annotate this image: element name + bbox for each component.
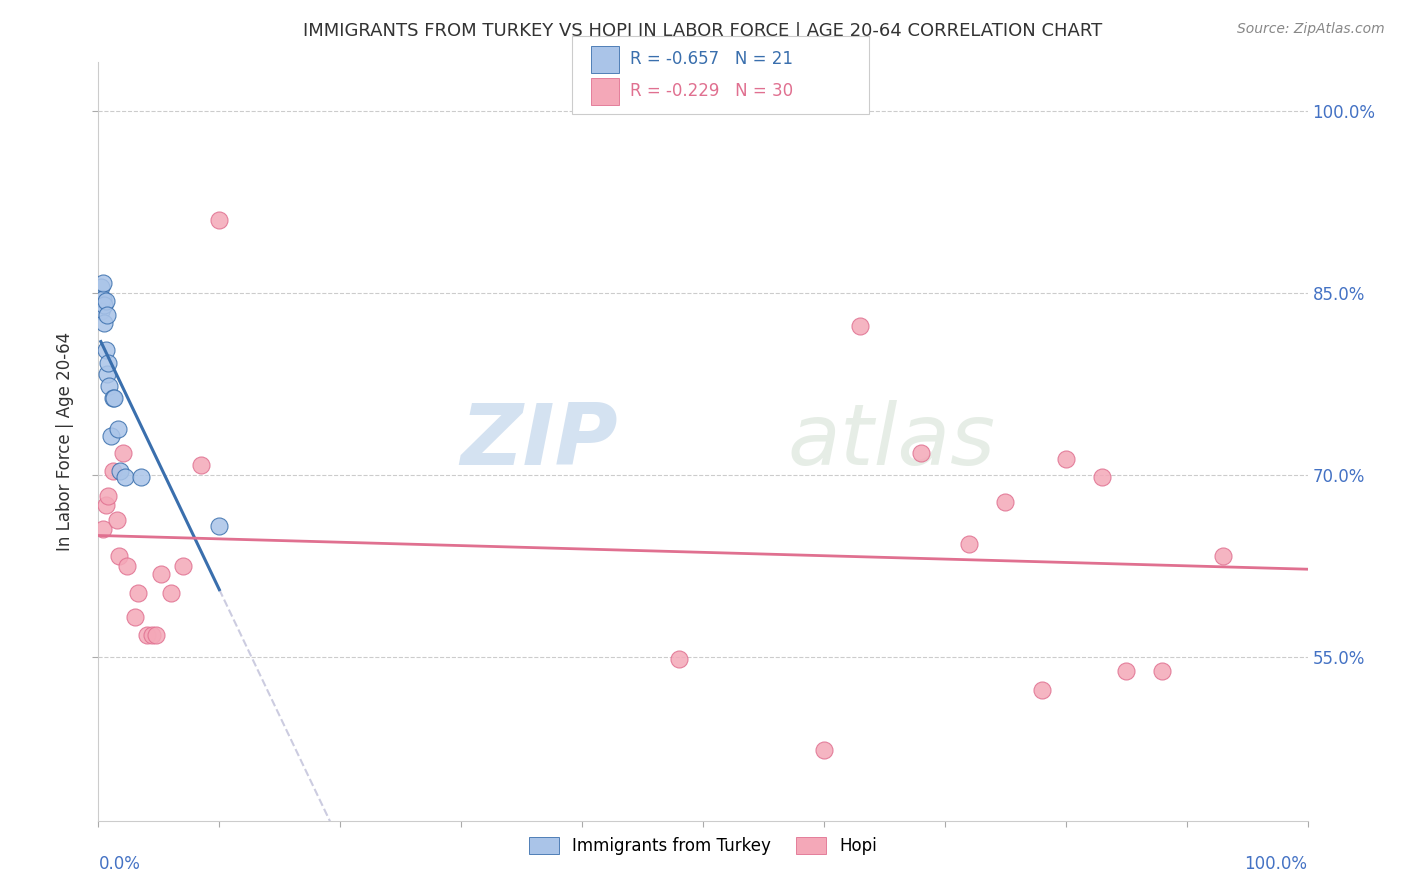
Point (1212, 549, 1234, 564)
Point (98, 379, 121, 393)
Text: 100.0%: 100.0% (1244, 855, 1308, 873)
Point (94, 498, 117, 512)
Point (100, 429, 122, 443)
Text: atlas: atlas (787, 400, 995, 483)
Point (91, 292, 114, 306)
Point (101, 392, 124, 406)
Point (994, 494, 1017, 508)
Point (190, 458, 212, 473)
Point (910, 446, 932, 460)
Point (813, 743, 835, 757)
Point (96, 368, 118, 382)
Text: 0.0%: 0.0% (98, 855, 141, 873)
Text: ZIP: ZIP (461, 400, 619, 483)
Y-axis label: In Labor Force | Age 20-64: In Labor Force | Age 20-64 (56, 332, 75, 551)
Point (668, 652, 690, 666)
Point (107, 422, 129, 436)
Point (1091, 470, 1114, 484)
Point (94, 294, 117, 309)
Point (90, 280, 112, 294)
Point (90, 304, 112, 318)
Point (172, 558, 194, 573)
Point (114, 470, 136, 484)
Text: R = -0.657   N = 21: R = -0.657 N = 21 (630, 50, 793, 68)
Point (141, 628, 163, 642)
Point (127, 585, 149, 599)
Point (96, 308, 118, 322)
Point (129, 470, 152, 484)
Point (93, 316, 115, 330)
Text: R = -0.229   N = 30: R = -0.229 N = 30 (630, 82, 793, 100)
Point (160, 585, 183, 599)
Point (145, 628, 167, 642)
Point (111, 446, 134, 460)
Point (108, 464, 131, 478)
Point (105, 513, 128, 527)
Point (150, 567, 173, 582)
Point (91, 277, 114, 291)
Point (135, 628, 157, 642)
Point (91, 523, 114, 537)
Point (108, 549, 131, 564)
Point (94, 343, 117, 357)
Point (208, 519, 231, 533)
Point (1115, 665, 1137, 679)
Point (957, 537, 980, 551)
Point (97, 489, 120, 503)
Point (103, 392, 125, 406)
Legend: Immigrants from Turkey, Hopi: Immigrants from Turkey, Hopi (522, 830, 884, 862)
Point (124, 610, 146, 624)
Point (208, 213, 231, 227)
Text: IMMIGRANTS FROM TURKEY VS HOPI IN LABOR FORCE | AGE 20-64 CORRELATION CHART: IMMIGRANTS FROM TURKEY VS HOPI IN LABOR … (304, 22, 1102, 40)
Point (849, 318, 872, 333)
Point (101, 464, 124, 478)
Point (93, 298, 115, 312)
Point (1054, 452, 1077, 467)
Point (1152, 665, 1174, 679)
Point (97, 356, 120, 370)
Point (117, 558, 139, 573)
Point (1031, 682, 1053, 697)
Text: Source: ZipAtlas.com: Source: ZipAtlas.com (1237, 22, 1385, 37)
Point (91, 292, 114, 306)
